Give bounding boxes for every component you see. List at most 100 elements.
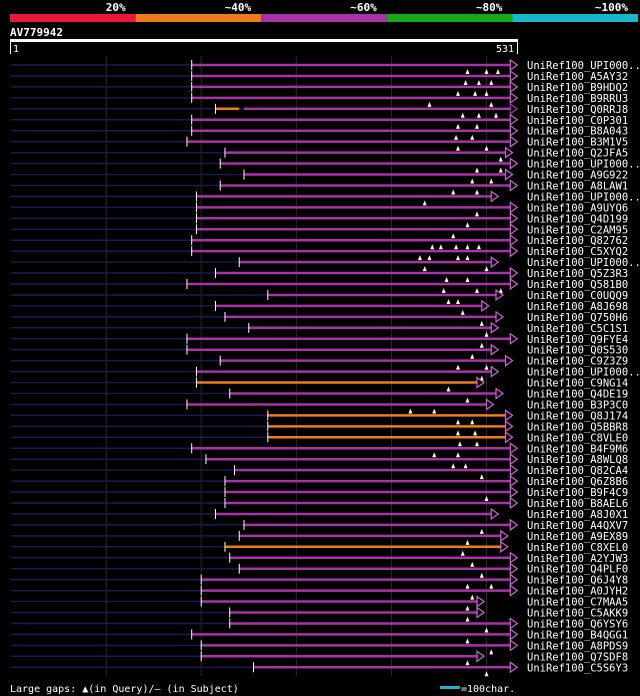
hit-row[interactable]: UniRef100_Q8J174 <box>11 409 628 425</box>
hit-row[interactable]: UniRef100_B3P3C0 <box>11 398 628 414</box>
hit-label[interactable]: UniRef100_A4QXV7 <box>527 520 628 532</box>
hit-row[interactable]: UniRef100_Q581B0 <box>11 277 628 293</box>
hit-label[interactable]: UniRef100_C5XYQ2 <box>527 246 628 258</box>
hit-label[interactable]: UniRef100_B9HDQ2 <box>527 82 628 94</box>
hit-label[interactable]: UniRef100_B9RRU3 <box>527 93 628 105</box>
hit-label[interactable]: UniRef100_A8J698 <box>527 301 628 313</box>
hit-row[interactable]: UniRef100_Q82762 <box>11 234 628 250</box>
hit-label[interactable]: UniRef100_A8J0X1 <box>527 509 628 521</box>
hit-row[interactable]: UniRef100_A8LAW1 <box>11 179 628 195</box>
hit-row[interactable]: UniRef100_Q5BBR8 <box>11 420 628 436</box>
hit-label[interactable]: UniRef100_Q4DE19 <box>527 389 628 401</box>
hit-row[interactable]: UniRef100_A0JYH2 <box>11 584 628 600</box>
hit-row[interactable]: UniRef100_A9EX89 <box>11 529 628 545</box>
hit-row[interactable]: UniRef100_B8A043 <box>11 124 628 140</box>
hit-row[interactable]: UniRef100_Q6Z8B6 <box>11 474 628 488</box>
hit-row[interactable]: UniRef100_UPI000.. <box>11 365 640 381</box>
hit-label[interactable]: UniRef100_C9Z3Z9 <box>527 356 628 368</box>
hit-row[interactable]: UniRef100_B4QGG1 <box>11 628 628 644</box>
hit-label[interactable]: UniRef100_C5AKK9 <box>527 608 628 620</box>
hit-label[interactable]: UniRef100_C0P301 <box>527 115 628 127</box>
hit-row[interactable]: UniRef100_UPI000.. <box>11 190 640 206</box>
hit-label[interactable]: UniRef100_Q581B0 <box>527 279 628 291</box>
hit-row[interactable]: UniRef100_Q6YSY6 <box>11 617 628 633</box>
hit-label[interactable]: UniRef100_Q82CA4 <box>527 465 628 477</box>
hit-row[interactable]: UniRef100_C0UQQ9 <box>11 288 628 304</box>
hit-label[interactable]: UniRef100_C8VLE0 <box>527 432 628 444</box>
hit-row[interactable]: UniRef100_C5C1S1 <box>11 321 628 337</box>
hit-row[interactable]: UniRef100_UPI000.. <box>11 157 640 173</box>
hit-label[interactable]: UniRef100_A9EX89 <box>527 531 628 543</box>
hit-label[interactable]: UniRef100_C2AM95 <box>527 224 628 236</box>
hit-label[interactable]: UniRef100_Q6Z8B6 <box>527 476 628 488</box>
hit-label[interactable]: UniRef100_Q6J4Y8 <box>527 575 628 587</box>
hit-label[interactable]: UniRef100_C5C1S1 <box>527 323 628 335</box>
hit-row[interactable]: UniRef100_A8J0X1 <box>11 507 628 521</box>
hit-label[interactable]: UniRef100_Q0S530 <box>527 345 628 357</box>
hit-label[interactable]: UniRef100_B8AEL6 <box>527 498 628 510</box>
hit-label[interactable]: UniRef100_A8LAW1 <box>527 180 628 192</box>
hit-label[interactable]: UniRef100_B9F4C9 <box>527 487 628 499</box>
hit-label[interactable]: UniRef100_A2YJW3 <box>527 553 628 565</box>
hit-row[interactable]: UniRef100_C5XYQ2 <box>11 244 628 261</box>
hit-label[interactable]: UniRef100_A8WLQ8 <box>527 454 628 466</box>
hit-row[interactable]: UniRef100_A2YJW3 <box>11 551 628 567</box>
hit-row[interactable]: UniRef100_C2AM95 <box>11 223 628 239</box>
hit-label[interactable]: UniRef100_Q9FYE4 <box>527 334 628 346</box>
hit-row[interactable]: UniRef100_B9F4C9 <box>11 485 628 502</box>
hit-label[interactable]: UniRef100_Q7SDF8 <box>527 651 628 663</box>
hit-row[interactable]: UniRef100_Q4PLF0 <box>11 562 628 578</box>
hit-label[interactable]: UniRef100_Q5BBR8 <box>527 421 628 433</box>
hit-row[interactable]: UniRef100_A8J698 <box>11 299 628 315</box>
hit-row[interactable]: UniRef100_A9UYQ6 <box>11 201 628 217</box>
hit-row[interactable]: UniRef100_C0P301 <box>11 113 628 129</box>
hit-row[interactable]: UniRef100_B9HDQ2 <box>11 80 628 96</box>
hit-label[interactable]: UniRef100_Q4D199 <box>527 213 628 225</box>
hit-label[interactable]: UniRef100_B3P3C0 <box>527 399 628 411</box>
hit-row[interactable]: UniRef100_C5S6Y3 <box>11 661 628 677</box>
hit-label[interactable]: UniRef100_C8XEL0 <box>527 542 628 554</box>
hit-row[interactable]: UniRef100_Q4D199 <box>11 212 628 228</box>
hit-row[interactable]: UniRef100_Q2JFA5 <box>11 146 628 162</box>
hit-label[interactable]: UniRef100_C0UQQ9 <box>527 290 628 302</box>
hit-row[interactable]: UniRef100_UPI000.. <box>11 255 640 272</box>
hit-row[interactable]: UniRef100_B9RRU3 <box>11 91 628 107</box>
hit-label[interactable]: UniRef100_A9G922 <box>527 170 628 182</box>
hit-row[interactable]: UniRef100_Q750H6 <box>11 310 628 326</box>
hit-label[interactable]: UniRef100_Q82762 <box>527 235 628 247</box>
hit-label[interactable]: UniRef100_C7MAA5 <box>527 597 628 609</box>
hit-label[interactable]: UniRef100_A9UYQ6 <box>527 202 628 214</box>
hit-row[interactable]: UniRef100_Q7SDF8 <box>11 650 628 666</box>
hit-label[interactable]: UniRef100_B3M1V5 <box>527 137 628 149</box>
hit-label[interactable]: UniRef100_Q4PLF0 <box>527 564 628 576</box>
hit-row[interactable]: UniRef100_A8PDS9 <box>11 639 628 655</box>
hit-row[interactable]: UniRef100_Q5Z3R3 <box>11 266 628 283</box>
hit-label[interactable]: UniRef100_UPI000.. <box>527 367 640 379</box>
hit-row[interactable]: UniRef100_Q82CA4 <box>11 463 628 480</box>
hit-label[interactable]: UniRef100_Q0RRJ8 <box>527 104 628 116</box>
hit-label[interactable]: UniRef100_Q750H6 <box>527 312 628 324</box>
hit-row[interactable]: UniRef100_C5AKK9 <box>11 606 628 622</box>
hit-label[interactable]: UniRef100_Q5Z3R3 <box>527 268 628 280</box>
hit-label[interactable]: UniRef100_Q2JFA5 <box>527 148 628 160</box>
hit-row[interactable]: UniRef100_Q9FYE4 <box>11 332 628 348</box>
hit-label[interactable]: UniRef100_UPI000.. <box>527 191 640 203</box>
hit-row[interactable]: UniRef100_B3M1V5 <box>11 135 628 151</box>
hit-row[interactable]: UniRef100_B4F9M6 <box>11 442 628 458</box>
hit-label[interactable]: UniRef100_C9NG14 <box>527 378 628 390</box>
hit-label[interactable]: UniRef100_A8PDS9 <box>527 640 628 652</box>
hit-row[interactable]: UniRef100_Q0RRJ8 <box>11 102 628 118</box>
hit-label[interactable]: UniRef100_Q6YSY6 <box>527 618 628 630</box>
hit-label[interactable]: UniRef100_UPI000.. <box>527 159 640 171</box>
hit-row[interactable]: UniRef100_Q0S530 <box>11 343 628 359</box>
hit-label[interactable]: UniRef100_C5S6Y3 <box>527 662 628 674</box>
hit-row[interactable]: UniRef100_B8AEL6 <box>11 496 628 510</box>
hit-label[interactable]: UniRef100_B4QGG1 <box>527 629 628 641</box>
hit-row[interactable]: UniRef100_UPI000.. <box>11 58 640 74</box>
hit-label[interactable]: UniRef100_UPI000.. <box>527 60 640 72</box>
hit-label[interactable]: UniRef100_UPI000.. <box>527 257 640 269</box>
hit-row[interactable]: UniRef100_Q6J4Y8 <box>11 573 628 589</box>
hit-row[interactable]: UniRef100_C8VLE0 <box>11 431 628 447</box>
hit-label[interactable]: UniRef100_Q8J174 <box>527 410 628 422</box>
hit-label[interactable]: UniRef100_B4F9M6 <box>527 443 628 455</box>
